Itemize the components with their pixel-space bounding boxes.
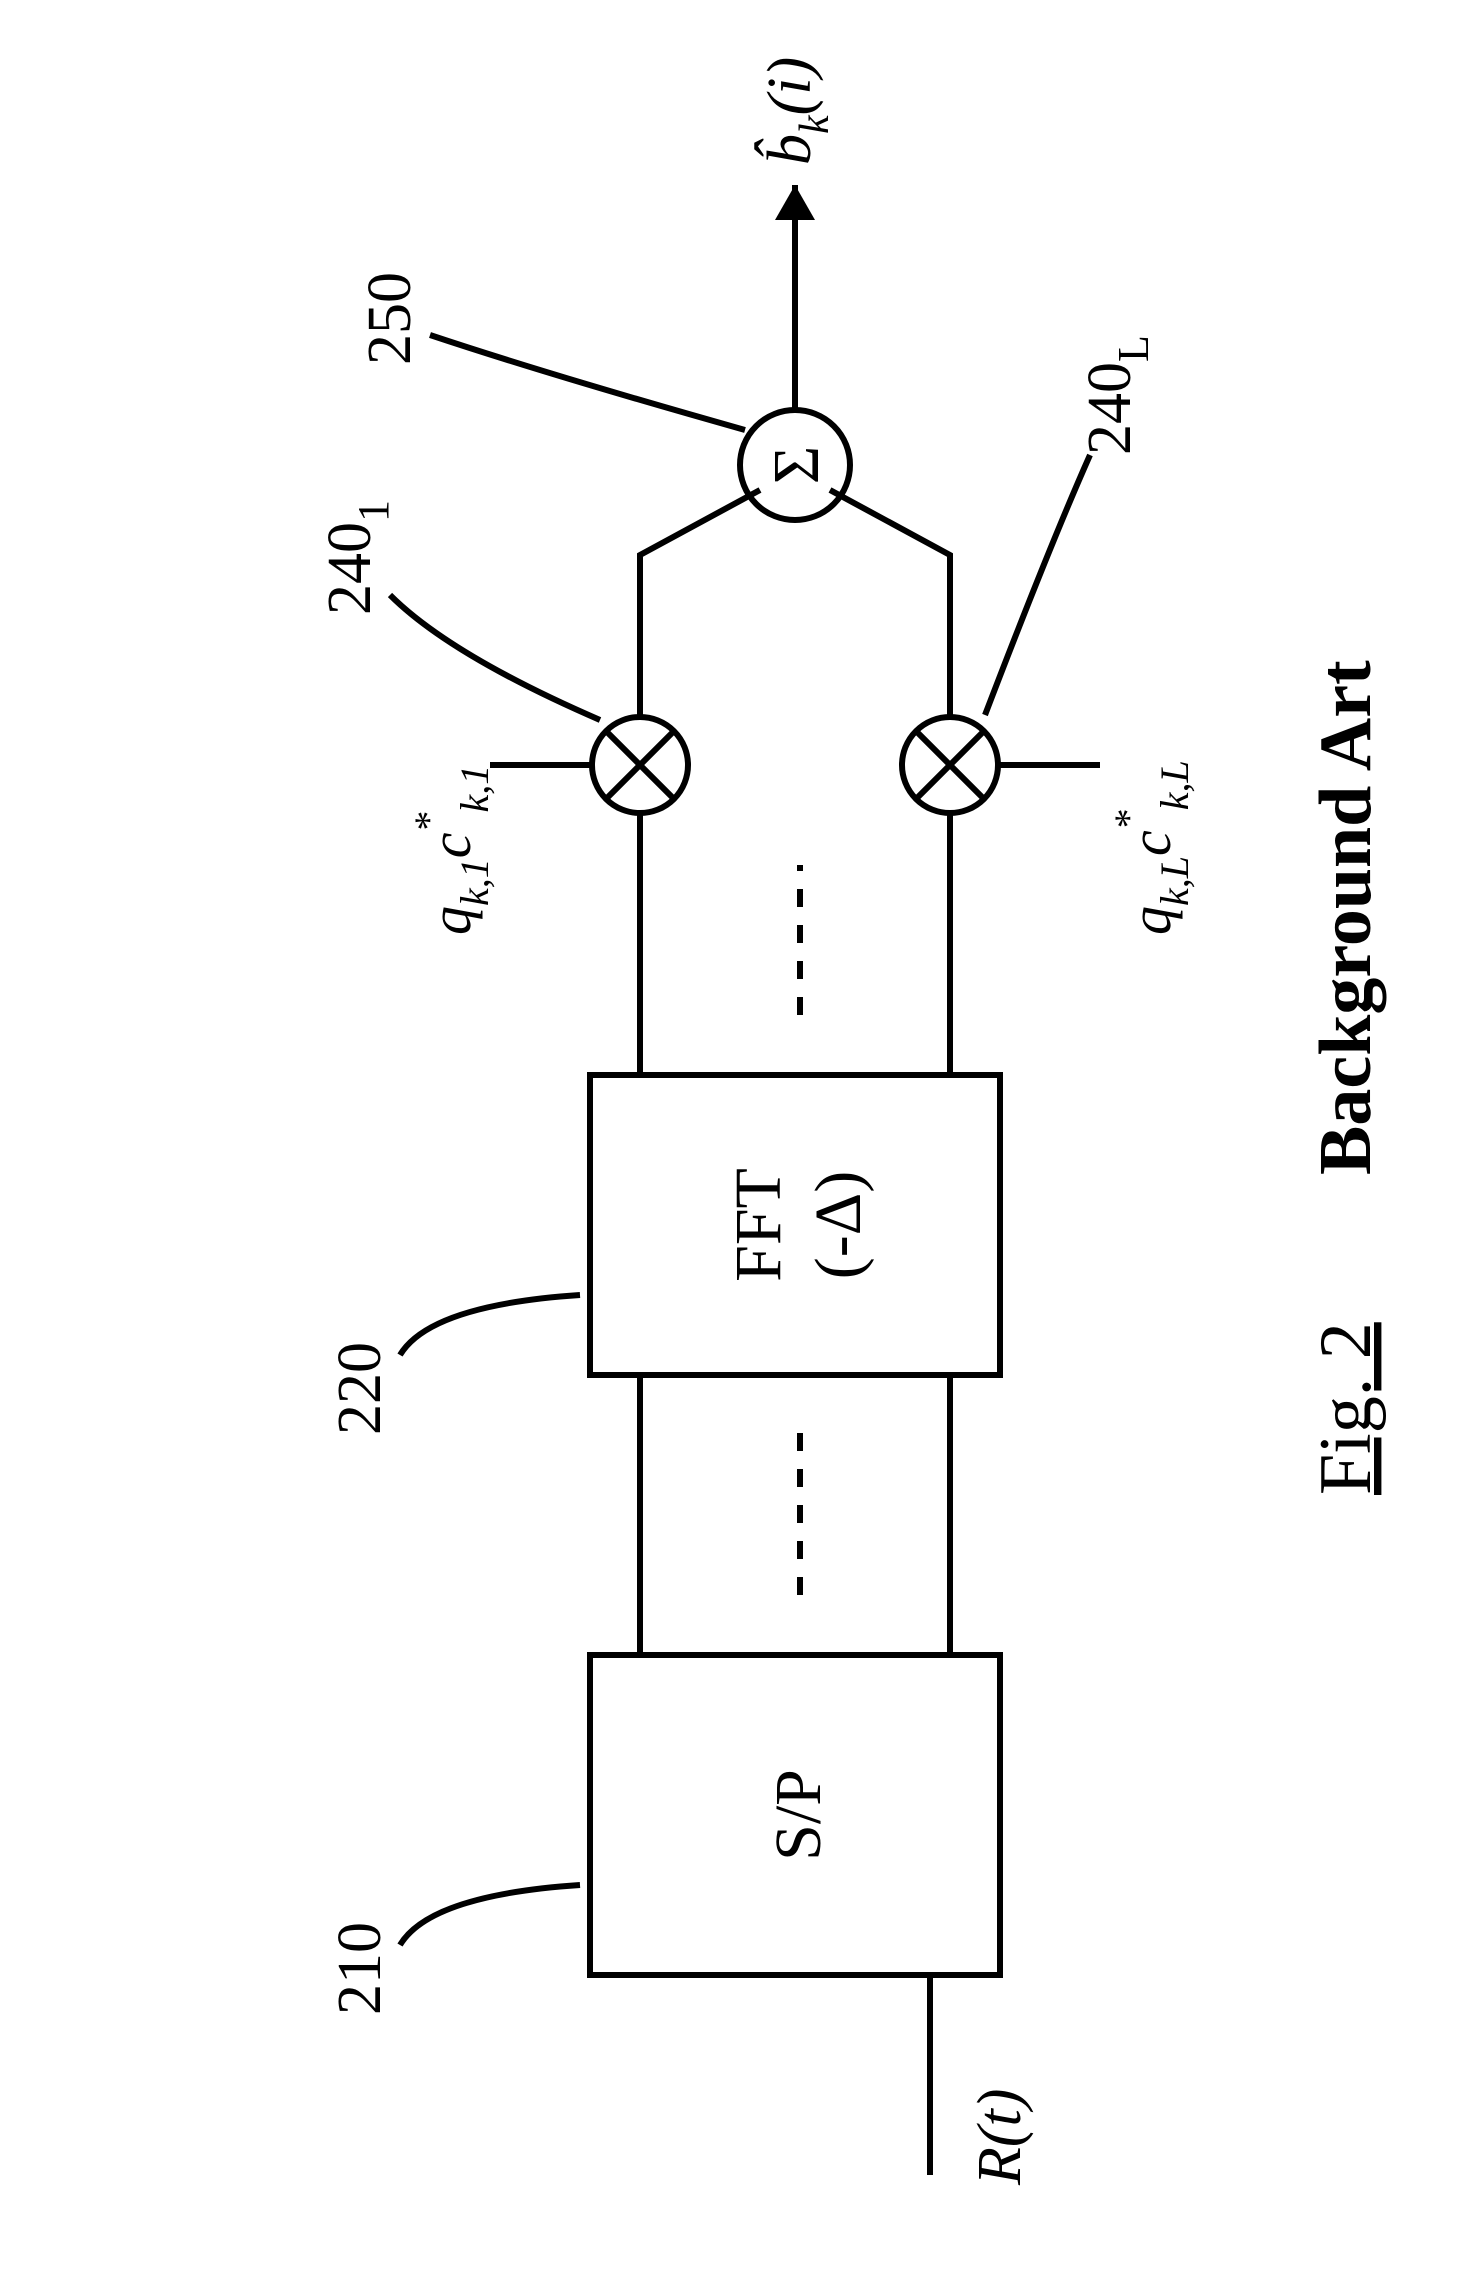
sp-ref-leader [400,1885,580,1945]
figure-label: Fig. 2 [1305,1322,1387,1495]
sum-ref: 250 [356,272,424,365]
landscape-group: R(t) S/P 210 FFT (-Δ) 220 [316,57,1387,2186]
input-label: R(t) [966,2089,1034,2186]
coeff-top: qk,1c*k,1 [406,765,497,935]
output-label: b̂k(i) [755,57,838,165]
mult-bot-leader [985,455,1090,715]
sum-node: Σ [740,410,850,520]
multiplier-top [592,717,688,813]
sum-ref-leader [430,335,745,430]
bot-to-sum [830,490,950,717]
output-arrowhead [775,185,815,220]
multiplier-bottom [902,717,998,813]
diagram-svg: R(t) S/P 210 FFT (-Δ) 220 [0,0,1466,2295]
top-to-sum [640,490,760,717]
sp-ref: 210 [326,1922,394,2015]
mult-bot-ref: 240L [1076,335,1158,455]
mult-top-ref: 2401 [316,500,398,615]
diagram-page: R(t) S/P 210 FFT (-Δ) 220 [0,0,1466,2295]
fft-label-2: (-Δ) [802,1171,875,1279]
svg-text:Σ: Σ [760,446,833,484]
fft-block [590,1075,1000,1375]
fft-ref-leader [400,1295,580,1355]
sp-label: S/P [762,1769,835,1861]
fft-ref: 220 [326,1342,394,1435]
coeff-bot: qk,Lc*k,L [1106,760,1197,935]
mult-top-leader [390,595,600,720]
figure-subtitle: Background Art [1305,660,1387,1175]
fft-label-1: FFT [722,1168,795,1282]
